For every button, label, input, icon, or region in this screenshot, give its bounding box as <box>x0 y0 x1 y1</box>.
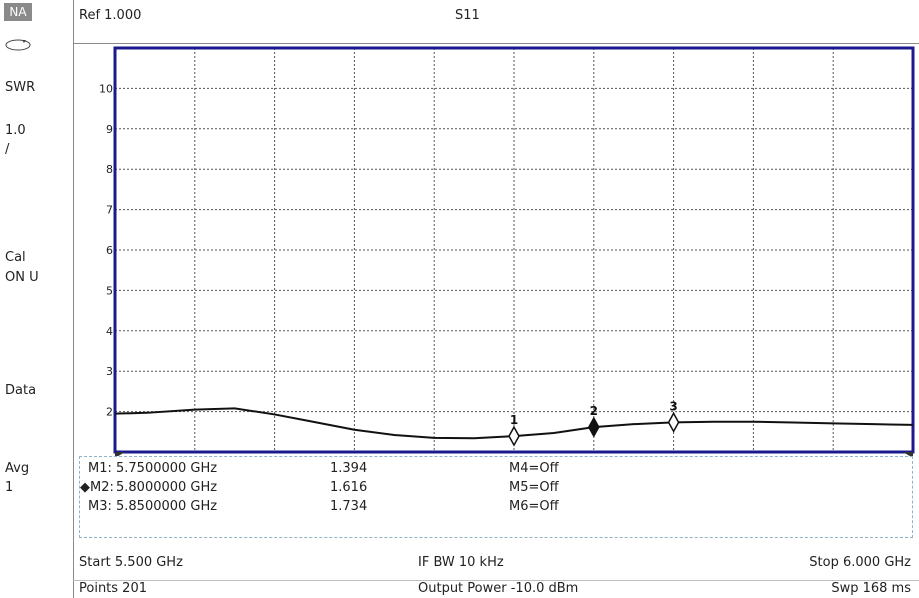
marker-1-label: 1 <box>510 413 518 427</box>
marker-3-symbol <box>667 411 680 433</box>
marker-5-status[interactable]: M5=Off <box>509 480 559 495</box>
stop-edge-indicator <box>903 452 913 456</box>
marker-1-value: 1.394 <box>330 461 368 476</box>
scale-value[interactable]: 1.0 <box>5 123 26 138</box>
marker-2-name[interactable]: ◆M2: <box>80 480 114 495</box>
marker-1-symbol <box>508 425 520 447</box>
marker-3-name[interactable]: M3: <box>88 499 112 514</box>
marker-3-value: 1.734 <box>330 499 368 514</box>
marker-table: M1: 5.7500000 GHz 1.394 M4=Off ◆M2: 5.80… <box>79 456 913 538</box>
y-tick-label: 8 <box>106 163 113 176</box>
mode-badge[interactable]: NA <box>4 3 32 21</box>
y-tick-label: 3 <box>106 365 113 378</box>
trace-title: S11 <box>455 8 480 23</box>
start-frequency[interactable]: Start 5.500 GHz <box>79 555 183 570</box>
sweep-time[interactable]: Swp 168 ms <box>831 581 911 596</box>
y-tick-label: 6 <box>106 244 113 257</box>
avg-label[interactable]: Avg <box>5 461 30 476</box>
marker-2-symbol <box>587 416 600 438</box>
cal-status: ON U <box>5 270 39 285</box>
reference-level[interactable]: Ref 1.000 <box>79 8 142 23</box>
marker-1-name[interactable]: M1: <box>88 461 112 476</box>
marker-2-freq: 5.8000000 GHz <box>116 480 218 495</box>
avg-value: 1 <box>5 480 14 495</box>
plot-frame <box>113 46 915 454</box>
y-tick-label: 10 <box>99 82 113 95</box>
if-bandwidth[interactable]: IF BW 10 kHz <box>418 555 504 570</box>
header-divider <box>73 43 919 44</box>
y-tick-label: 5 <box>106 284 113 297</box>
sweep-loop-icon[interactable] <box>4 38 32 52</box>
data-label[interactable]: Data <box>5 383 37 398</box>
footer-divider <box>73 580 919 581</box>
scale-unit: / <box>5 142 10 157</box>
sidebar-divider <box>73 0 74 598</box>
marker-2-value: 1.616 <box>330 480 368 495</box>
marker-4-status[interactable]: M4=Off <box>509 461 559 476</box>
start-edge-indicator <box>115 452 125 456</box>
y-tick-label: 7 <box>106 204 113 217</box>
marker-3-freq: 5.8500000 GHz <box>116 499 218 514</box>
cal-label[interactable]: Cal <box>5 250 26 265</box>
sweep-points[interactable]: Points 201 <box>79 581 147 596</box>
y-tick-label: 9 <box>106 123 113 136</box>
marker-2-label: 2 <box>590 404 598 418</box>
output-power[interactable]: Output Power -10.0 dBm <box>418 581 579 596</box>
format-label[interactable]: SWR <box>5 80 36 95</box>
marker-1-freq: 5.7500000 GHz <box>116 461 218 476</box>
y-tick-label: 2 <box>106 406 113 419</box>
stop-frequency[interactable]: Stop 6.000 GHz <box>809 555 911 570</box>
marker-3-label: 3 <box>669 399 677 413</box>
sidebar: NA SWR 1.0 / Cal ON U Data Avg 1 <box>0 0 73 598</box>
marker-6-status[interactable]: M6=Off <box>509 499 559 514</box>
y-tick-label: 4 <box>106 325 113 338</box>
trace-chart[interactable]: 2 3 4 5 6 7 8 9 10 1 2 3 <box>0 0 919 456</box>
